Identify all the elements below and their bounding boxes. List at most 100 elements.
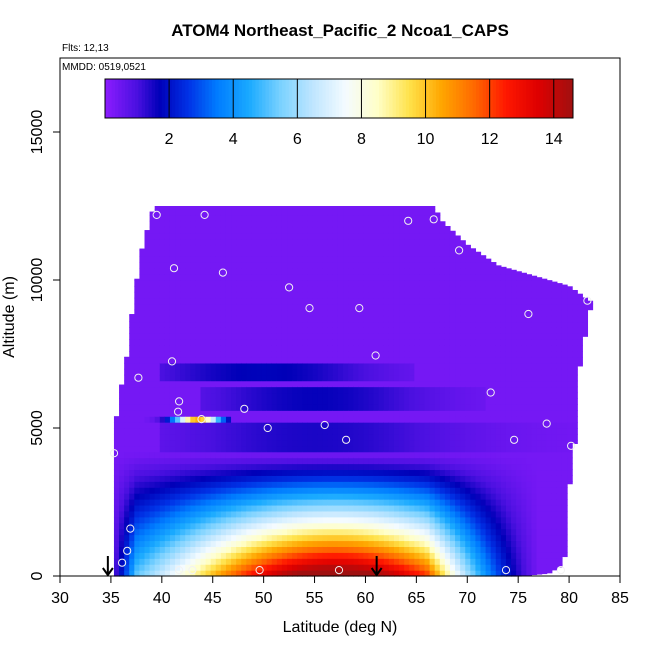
heatmap-cell xyxy=(251,392,258,399)
heatmap-cell xyxy=(322,315,329,323)
heatmap-cell xyxy=(134,475,141,482)
heatmap-cell xyxy=(500,558,507,565)
heatmap-cell xyxy=(154,504,161,512)
heatmap-cell xyxy=(500,291,507,299)
heatmap-cell xyxy=(505,315,512,323)
heatmap-cell xyxy=(220,208,227,216)
heatmap-cell xyxy=(231,422,237,429)
heatmap-cell xyxy=(271,493,278,500)
heatmap-cell xyxy=(414,356,421,364)
heatmap-cell xyxy=(455,499,461,506)
heatmap-cell xyxy=(281,386,288,394)
heatmap-cell xyxy=(292,315,298,323)
heatmap-cell xyxy=(220,333,227,340)
heatmap-cell xyxy=(531,386,538,394)
heatmap-cell xyxy=(256,214,263,222)
heatmap-cell xyxy=(266,439,273,447)
heatmap-cell xyxy=(220,534,227,542)
heatmap-cell xyxy=(317,499,324,506)
heatmap-cell xyxy=(159,445,166,453)
heatmap-cell xyxy=(327,315,334,323)
heatmap-cell xyxy=(439,504,446,512)
heatmap-cell xyxy=(460,487,466,494)
heatmap-cell xyxy=(439,552,446,559)
heatmap-cell xyxy=(388,398,395,405)
heatmap-cell xyxy=(368,422,375,429)
heatmap-cell xyxy=(261,262,268,269)
heatmap-cell xyxy=(210,510,217,518)
heatmap-cell xyxy=(363,392,370,399)
heatmap-cell xyxy=(190,469,197,476)
heatmap-cell xyxy=(393,327,400,334)
heatmap-cell xyxy=(169,309,176,317)
heatmap-cell xyxy=(292,534,298,542)
heatmap-cell xyxy=(455,274,461,281)
heatmap-cell xyxy=(281,510,288,518)
heatmap-cell xyxy=(388,327,395,334)
heatmap-cell xyxy=(327,528,334,536)
heatmap-cell xyxy=(297,499,303,506)
heatmap-cell xyxy=(363,232,370,240)
heatmap-cell xyxy=(378,410,385,417)
heatmap-cell xyxy=(358,428,365,435)
heatmap-cell xyxy=(134,487,141,494)
heatmap-cell xyxy=(490,362,497,370)
heatmap-cell xyxy=(348,487,354,494)
heatmap-cell xyxy=(404,504,410,512)
heatmap-cell xyxy=(511,410,517,417)
heatmap-cell xyxy=(337,220,344,228)
heatmap-cell xyxy=(485,469,492,476)
heatmap-cell xyxy=(266,280,273,287)
heatmap-cell xyxy=(261,356,268,364)
heatmap-cell xyxy=(531,285,538,293)
heatmap-cell xyxy=(276,250,283,257)
heatmap-cell xyxy=(276,433,283,441)
heatmap-cell xyxy=(190,451,197,459)
heatmap-cell xyxy=(439,321,446,328)
heatmap-cell xyxy=(327,362,334,370)
heatmap-cell xyxy=(455,327,461,334)
heatmap-cell xyxy=(256,499,263,506)
heatmap-cell xyxy=(378,250,385,257)
heatmap-cell xyxy=(434,546,441,553)
heatmap-cell xyxy=(378,327,385,334)
heatmap-cell xyxy=(353,333,359,340)
heatmap-cell xyxy=(246,380,253,388)
heatmap-cell xyxy=(134,398,141,405)
heatmap-cell xyxy=(169,345,176,352)
heatmap-cell xyxy=(159,404,166,411)
heatmap-cell xyxy=(134,457,141,465)
heatmap-cell xyxy=(302,206,309,210)
heatmap-cell xyxy=(210,522,217,530)
heatmap-cell xyxy=(505,285,512,293)
heatmap-cell xyxy=(134,303,141,311)
heatmap-cell xyxy=(307,428,314,435)
heatmap-cell xyxy=(439,487,446,494)
heatmap-cell xyxy=(465,250,471,257)
heatmap-cell xyxy=(251,232,258,240)
heatmap-cell xyxy=(322,268,329,275)
heatmap-cell xyxy=(531,428,538,435)
heatmap-cell xyxy=(236,398,242,405)
heatmap-cell xyxy=(434,499,441,506)
heatmap-cell xyxy=(205,534,212,542)
heatmap-cell xyxy=(276,493,283,500)
heatmap-cell xyxy=(383,333,390,340)
heatmap-cell xyxy=(363,345,370,352)
heatmap-cell xyxy=(536,297,543,305)
heatmap-cell xyxy=(134,410,141,417)
heatmap-cell xyxy=(307,374,314,382)
heatmap-cell xyxy=(129,398,135,405)
heatmap-cell xyxy=(455,374,461,382)
heatmap-cell xyxy=(480,291,487,299)
heatmap-cell xyxy=(444,262,451,269)
heatmap-cell xyxy=(236,516,242,524)
heatmap-cell xyxy=(505,540,512,547)
heatmap-cell xyxy=(434,564,441,571)
heatmap-cell xyxy=(414,469,421,476)
heatmap-cell xyxy=(404,368,410,376)
heatmap-cell xyxy=(164,206,171,210)
heatmap-cell xyxy=(225,351,232,358)
heatmap-cell xyxy=(388,368,395,376)
heatmap-cell xyxy=(175,327,181,334)
